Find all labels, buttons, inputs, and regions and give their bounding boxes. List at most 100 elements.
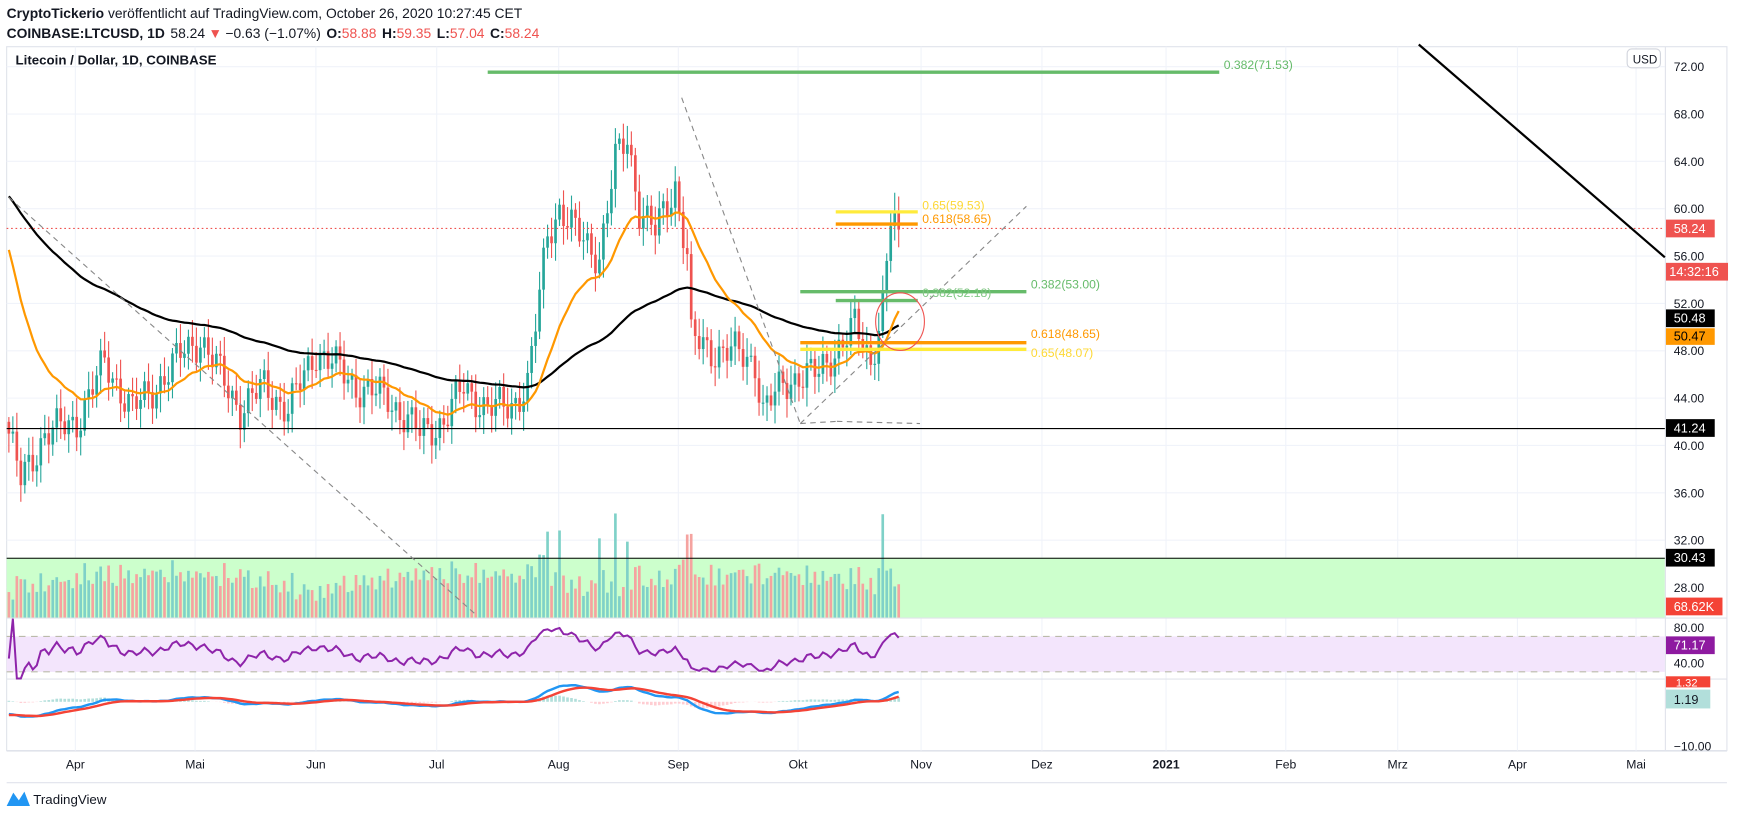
- currency-button-label[interactable]: USD: [1633, 53, 1658, 66]
- macd-histogram-bar: [426, 701, 430, 703]
- price-tags: 58.24 14:32:16 50.48 50.47 41.24 30.43 6…: [1665, 219, 1729, 709]
- highlight-circle[interactable]: [875, 292, 925, 351]
- candle: [622, 123, 625, 172]
- macd-histogram-bar: [594, 701, 597, 704]
- candle: [486, 386, 490, 414]
- currency-button-bg[interactable]: [1626, 48, 1661, 69]
- candle-body: [466, 383, 470, 394]
- candle: [127, 387, 130, 430]
- candle: [817, 355, 821, 393]
- volume-bar: [645, 586, 649, 618]
- macd-histogram-bar: [406, 701, 410, 704]
- tradingview-logo[interactable]: TradingView: [6, 791, 107, 807]
- macd-histogram-bar: [618, 700, 621, 702]
- volume-bar: [586, 591, 589, 618]
- candle: [673, 166, 677, 227]
- macd-histogram-bar: [673, 701, 677, 704]
- macd-histogram-bar: [558, 695, 561, 702]
- volume-tag: [1665, 597, 1723, 616]
- volume-bar: [434, 578, 438, 618]
- dashed-trend-line[interactable]: [8, 197, 477, 616]
- candle: [765, 386, 769, 422]
- candle-body: [298, 383, 302, 391]
- fib-label-48-07: 0.65(48.07): [1031, 346, 1093, 360]
- dashed-trend-line[interactable]: [799, 205, 1027, 424]
- macd-histogram-bar: [638, 701, 641, 704]
- volume-bar: [733, 572, 737, 618]
- candle-body: [897, 211, 901, 230]
- candle: [446, 405, 450, 433]
- macd-histogram-bar: [566, 697, 569, 702]
- last-price: 58.24: [170, 25, 205, 41]
- macd-histogram-bar: [681, 701, 685, 705]
- candle-body: [386, 387, 390, 412]
- volume-bar: [318, 585, 322, 618]
- volume-bar: [378, 575, 382, 618]
- candle: [43, 414, 47, 446]
- candle-body: [358, 397, 362, 408]
- volume-bar: [183, 581, 186, 618]
- high-label: H:: [382, 25, 397, 41]
- volume-bar: [258, 576, 262, 618]
- candle: [721, 339, 725, 363]
- volume-bar: [394, 581, 398, 618]
- time-tick-label: Mai: [1626, 757, 1646, 771]
- candle: [394, 396, 398, 423]
- candle-body: [657, 208, 661, 236]
- volume-bar: [570, 579, 573, 618]
- candle: [510, 388, 513, 435]
- candle-body: [11, 431, 15, 434]
- grid: [6, 46, 1665, 751]
- candle: [358, 379, 362, 423]
- macd-histogram-bar: [645, 701, 649, 705]
- candle-body: [306, 356, 310, 371]
- candle-body: [594, 254, 597, 274]
- volume-bar: [773, 572, 777, 618]
- candle: [234, 375, 238, 411]
- time-tick-label: Sep: [668, 757, 690, 771]
- dashed-trend-line[interactable]: [836, 420, 921, 425]
- candle-body: [187, 336, 190, 354]
- candle-body: [661, 201, 665, 209]
- candle: [258, 368, 262, 418]
- candle: [298, 364, 302, 408]
- candle: [175, 328, 178, 363]
- macd-histogram-bar: [833, 699, 837, 702]
- dashed-trend-line[interactable]: [800, 420, 837, 425]
- close-label: C:: [490, 25, 505, 41]
- macd-histogram-bar: [657, 701, 661, 706]
- candle-body: [242, 413, 246, 430]
- macd-histogram-bar: [430, 701, 434, 703]
- volume-bar: [99, 566, 102, 618]
- candle-body: [777, 371, 781, 392]
- candle-body: [542, 247, 545, 290]
- macd-histogram-bar: [829, 699, 833, 702]
- currency-button[interactable]: USD: [1626, 48, 1661, 69]
- volume-bar: [705, 584, 709, 618]
- volume-bar: [829, 576, 833, 618]
- candle: [558, 198, 561, 227]
- volume-bar: [59, 581, 63, 618]
- candle: [262, 359, 266, 393]
- volume-bar: [741, 569, 745, 618]
- candle-body: [199, 347, 202, 363]
- candle-body: [27, 454, 31, 462]
- candle: [290, 377, 294, 433]
- macd-histogram-bar: [741, 701, 745, 703]
- candle: [131, 377, 134, 412]
- candle: [434, 420, 438, 459]
- candle-body: [522, 401, 525, 412]
- volume-bar: [39, 573, 43, 618]
- volume-bar: [474, 563, 478, 618]
- candle: [230, 385, 234, 417]
- macd-histogram-bar: [649, 701, 653, 706]
- volume-bar: [35, 591, 39, 618]
- dashed-trend-line[interactable]: [681, 97, 801, 424]
- trend-line[interactable]: [1418, 43, 1666, 259]
- rsi-band: [6, 636, 1665, 672]
- volume-bar: [334, 582, 338, 618]
- candle-body: [406, 414, 410, 433]
- volume-bar: [530, 566, 533, 618]
- candle-body: [693, 319, 697, 337]
